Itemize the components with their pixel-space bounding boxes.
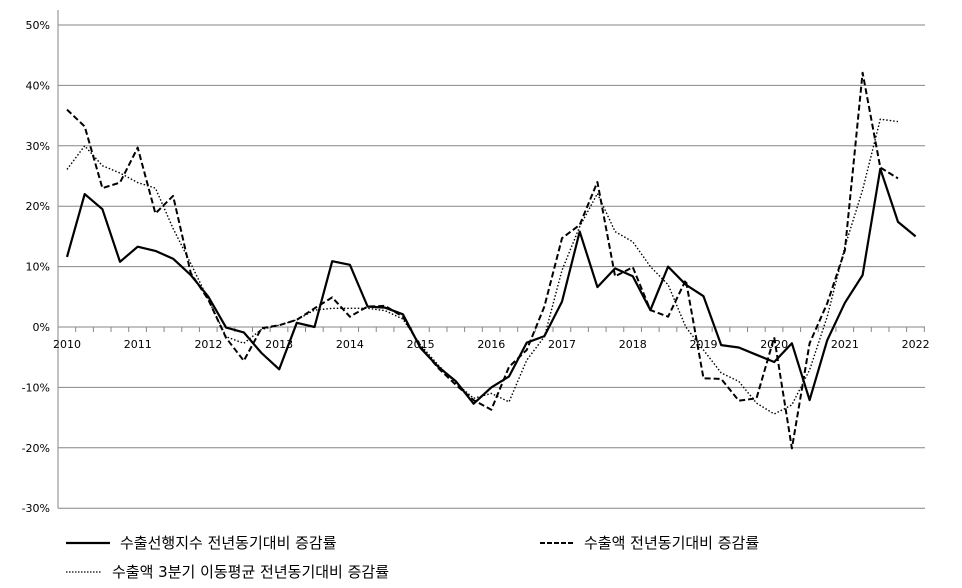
legend-item-exports-moving-average: 수출액 3분기 이동평균 전년동기대비 증감률 bbox=[66, 561, 389, 582]
legend-item-exports: 수출액 전년동기대비 증감률 bbox=[540, 532, 759, 553]
y-tick-label: 20% bbox=[26, 200, 50, 213]
x-tick-label: 2020 bbox=[760, 338, 788, 351]
legend-label: 수출액 전년동기대비 증감률 bbox=[584, 534, 760, 552]
legend-dashed-line-icon bbox=[540, 541, 574, 544]
y-tick-label: 10% bbox=[26, 261, 50, 274]
x-tick-label: 2022 bbox=[902, 338, 930, 351]
y-tick-label: 0% bbox=[33, 321, 50, 334]
y-tick-label: 30% bbox=[26, 140, 50, 153]
legend-solid-line-icon bbox=[66, 541, 110, 544]
x-tick-label: 2014 bbox=[336, 338, 364, 351]
x-tick-label: 2017 bbox=[548, 338, 576, 351]
y-tick-label: 50% bbox=[26, 19, 50, 32]
x-tick-label: 2021 bbox=[831, 338, 859, 351]
legend-label: 수출액 3분기 이동평균 전년동기대비 증감률 bbox=[112, 563, 390, 581]
legend-dotted-line-icon bbox=[66, 570, 102, 573]
y-tick-label: -10% bbox=[22, 381, 50, 394]
x-tick-label: 2019 bbox=[689, 338, 717, 351]
x-tick-label: 2013 bbox=[265, 338, 293, 351]
y-tick-label: 40% bbox=[26, 79, 50, 92]
line-chart: 50% 40% 30% 20% 10% 0% -10% -20% -30% 2010 2011 201… bbox=[22, 10, 930, 515]
x-tick-label: 2012 bbox=[194, 338, 222, 351]
legend-label: 수출선행지수 전년동기대비 증감률 bbox=[120, 534, 337, 552]
series-line-dashed bbox=[66, 71, 899, 450]
y-tick-label: -20% bbox=[22, 442, 50, 455]
x-tick-label: 2018 bbox=[619, 338, 647, 351]
x-tick-label: 2010 bbox=[53, 338, 81, 351]
x-tick-label: 2016 bbox=[477, 338, 505, 351]
y-tick-label: -30% bbox=[22, 502, 50, 515]
x-tick-label: 2011 bbox=[124, 338, 152, 351]
legend-item-leading-index: 수출선행지수 전년동기대비 증감률 bbox=[66, 532, 337, 553]
series-line-solid bbox=[65, 167, 917, 405]
